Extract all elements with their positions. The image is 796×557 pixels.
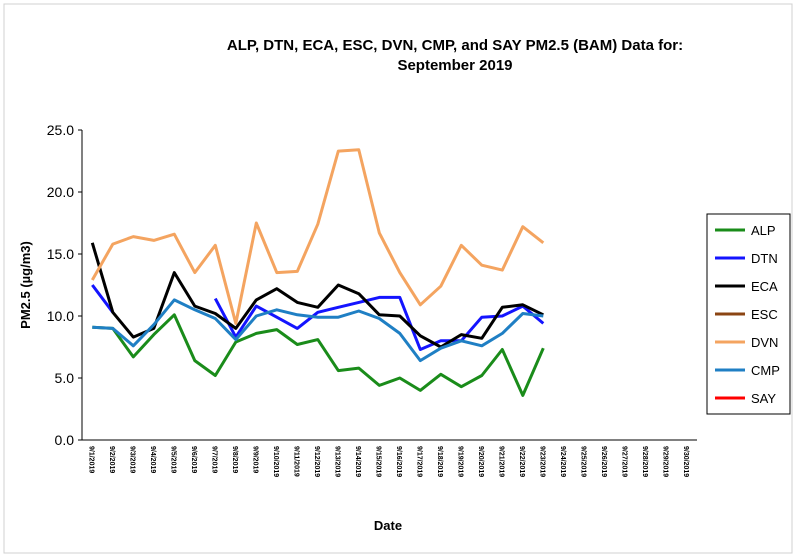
legend-label: ALP: [751, 223, 776, 238]
x-tick-label: 9/4/2019: [149, 446, 156, 473]
y-tick-label: 10.0: [47, 308, 74, 324]
y-tick-label: 5.0: [55, 370, 75, 386]
x-tick-label: 9/17/2019: [415, 446, 422, 477]
x-tick-label: 9/12/2019: [313, 446, 320, 477]
legend-label: ECA: [751, 279, 778, 294]
x-tick-label: 9/6/2019: [190, 446, 197, 473]
x-tick-label: 9/25/2019: [579, 446, 586, 477]
series-line: [92, 298, 544, 363]
x-tick-label: 9/27/2019: [620, 446, 627, 477]
x-tick-label: 9/21/2019: [497, 446, 504, 477]
series-line: [91, 284, 545, 351]
x-tick-label: 9/18/2019: [436, 446, 443, 477]
x-tick-label: 9/5/2019: [169, 446, 176, 473]
x-tick-label: 9/2/2019: [108, 446, 115, 473]
x-tick-label: 9/22/2019: [518, 446, 525, 477]
legend-label: CMP: [751, 363, 780, 378]
chart-border: [3, 3, 793, 554]
y-tick-label: 15.0: [47, 246, 74, 262]
x-tick-label: 9/20/2019: [477, 446, 484, 477]
legend-label: DTN: [751, 251, 778, 266]
legend-label: SAY: [751, 391, 776, 406]
series-line: [92, 313, 545, 397]
x-tick-label: 9/15/2019: [374, 446, 381, 477]
x-tick-label: 9/7/2019: [210, 446, 217, 473]
series-line: [90, 242, 544, 349]
y-tick-label: 20.0: [47, 184, 74, 200]
x-axis-label: Date: [374, 518, 402, 533]
x-tick-label: 9/23/2019: [538, 446, 545, 477]
x-tick-label: 9/11/2019: [292, 446, 299, 477]
x-tick-label: 9/8/2019: [231, 446, 238, 473]
x-tick-label: 9/29/2019: [661, 446, 668, 477]
x-tick-label: 9/26/2019: [600, 446, 607, 477]
legend-label: DVN: [751, 335, 778, 350]
y-tick-label: 0.0: [55, 432, 75, 448]
x-tick-label: 9/9/2019: [251, 446, 258, 473]
chart-title: September 2019: [397, 57, 512, 74]
series-line: [90, 148, 545, 325]
chart-title: ALP, DTN, ECA, ESC, DVN, CMP, and SAY PM…: [227, 37, 683, 54]
legend-label: ESC: [751, 307, 778, 322]
x-tick-label: 9/24/2019: [559, 446, 566, 477]
x-tick-label: 9/10/2019: [272, 446, 279, 477]
x-tick-label: 9/1/2019: [87, 446, 94, 473]
y-tick-label: 25.0: [47, 122, 74, 138]
y-axis-label: PM2.5 (µg/m3): [18, 241, 33, 329]
x-tick-label: 9/28/2019: [641, 446, 648, 477]
x-tick-label: 9/30/2019: [682, 446, 689, 477]
x-tick-label: 9/14/2019: [354, 446, 361, 477]
x-tick-label: 9/19/2019: [456, 446, 463, 477]
x-tick-label: 9/3/2019: [128, 446, 135, 473]
x-tick-label: 9/16/2019: [395, 446, 402, 477]
x-tick-label: 9/13/2019: [333, 446, 340, 477]
